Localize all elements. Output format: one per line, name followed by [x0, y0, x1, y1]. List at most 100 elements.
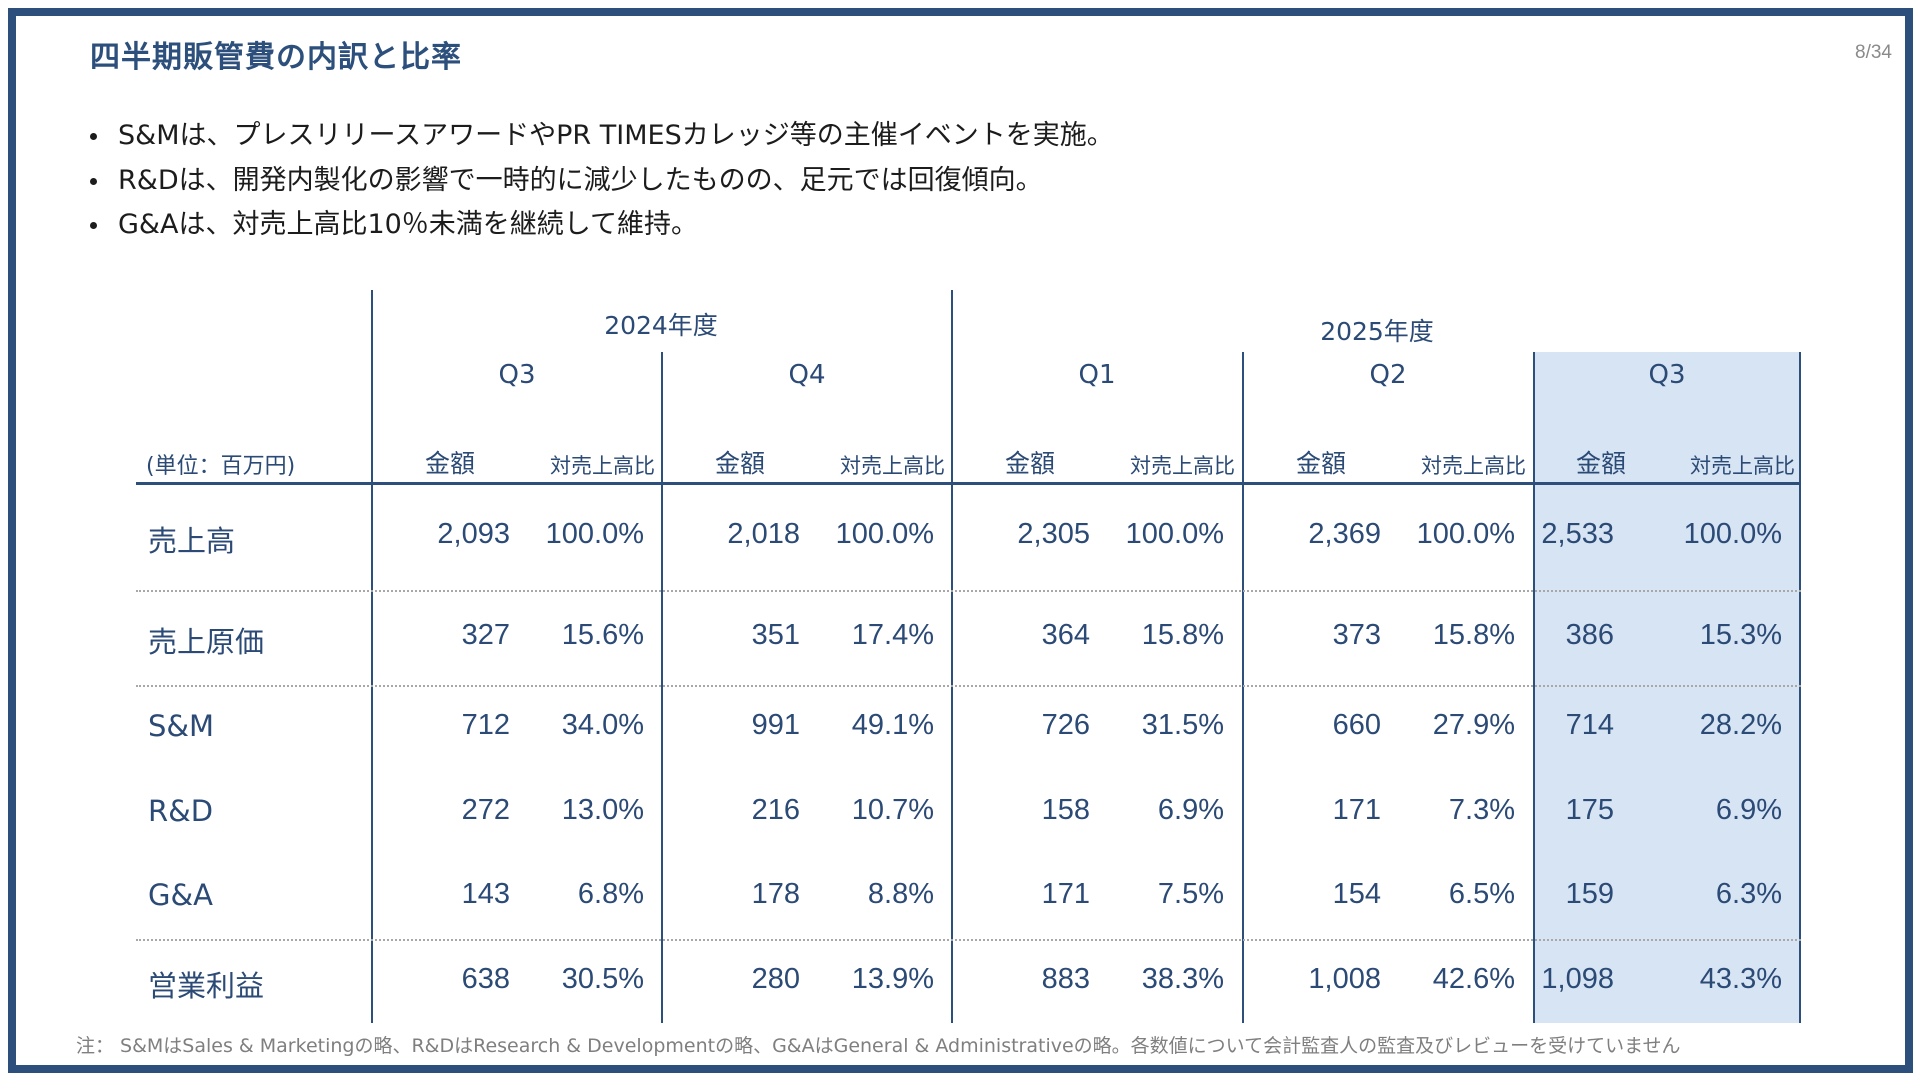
- header-rule: [136, 482, 1801, 485]
- cell-amount: 158: [1041, 794, 1090, 826]
- cell-amount: 991: [751, 709, 800, 741]
- cell-ratio: 42.6%: [1432, 963, 1515, 995]
- quarter-header: Q3: [498, 360, 536, 390]
- quarter-header: Q3: [1648, 360, 1686, 390]
- cell-ratio: 100.0%: [1683, 518, 1782, 550]
- row-divider: [136, 590, 1801, 592]
- subheader-ratio: 対売上高比: [1421, 454, 1526, 478]
- cell-ratio: 6.5%: [1448, 878, 1515, 910]
- cell-amount: 364: [1041, 619, 1090, 651]
- cell-ratio: 38.3%: [1141, 963, 1224, 995]
- cell-amount: 178: [751, 878, 800, 910]
- row-label-revenue: 売上高: [148, 524, 236, 558]
- bullet-icon: [90, 222, 97, 229]
- bullet-text: G&Aは、対売上高比10％未満を継続して維持。: [118, 209, 698, 240]
- cell-ratio: 15.3%: [1699, 619, 1782, 651]
- summary-bullets: S&Mは、プレスリリースアワードやPR TIMESカレッジ等の主催イベントを実施…: [88, 114, 1114, 248]
- row-label-cogs: 売上原価: [148, 625, 265, 659]
- cell-ratio: 100.0%: [1125, 518, 1224, 550]
- bullet-item: R&Dは、開発内製化の影響で一時的に減少したものの、足元では回復傾向。: [88, 159, 1114, 204]
- cell-amount: 1,008: [1308, 963, 1381, 995]
- cell-amount: 2,093: [437, 518, 510, 550]
- cell-amount: 171: [1332, 794, 1381, 826]
- quarter-header: Q4: [788, 360, 826, 390]
- row-label-operating-income: 営業利益: [148, 969, 265, 1003]
- cell-amount: 272: [461, 794, 510, 826]
- cell-ratio: 30.5%: [561, 963, 644, 995]
- col-divider: [1799, 352, 1801, 1023]
- subheader-ratio: 対売上高比: [1130, 454, 1235, 478]
- cell-amount: 2,533: [1541, 518, 1614, 550]
- cell-ratio: 17.4%: [851, 619, 934, 651]
- bullet-item: G&Aは、対売上高比10％未満を継続して維持。: [88, 203, 1114, 248]
- cell-amount: 373: [1332, 619, 1381, 651]
- cell-amount: 714: [1565, 709, 1614, 741]
- cell-ratio: 13.0%: [561, 794, 644, 826]
- subheader-amount: 金額: [1295, 449, 1346, 478]
- bullet-text: R&Dは、開発内製化の影響で一時的に減少したものの、足元では回復傾向。: [118, 164, 1043, 196]
- cell-ratio: 13.9%: [851, 963, 934, 995]
- cell-ratio: 6.3%: [1715, 878, 1782, 910]
- cell-ratio: 7.5%: [1157, 878, 1224, 910]
- slide-title: 四半期販管費の内訳と比率: [90, 40, 462, 75]
- subheader-amount: 金額: [424, 449, 475, 478]
- unit-label: (単位：百万円): [146, 454, 296, 479]
- cell-amount: 726: [1041, 709, 1090, 741]
- subheader-ratio: 対売上高比: [1690, 454, 1795, 478]
- cell-amount: 327: [461, 619, 510, 651]
- cell-amount: 638: [461, 963, 510, 995]
- cell-amount: 159: [1565, 878, 1614, 910]
- cell-ratio: 31.5%: [1141, 709, 1224, 741]
- cell-ratio: 7.3%: [1448, 794, 1515, 826]
- subheader-amount: 金額: [1575, 449, 1626, 478]
- cell-ratio: 49.1%: [851, 709, 934, 741]
- cell-amount: 660: [1332, 709, 1381, 741]
- cell-ratio: 100.0%: [545, 518, 644, 550]
- col-divider: [371, 290, 373, 1023]
- footnote: 注： S&MはSales & Marketingの略、R&DはResearch …: [76, 1035, 1681, 1057]
- bullet-icon: [90, 133, 97, 140]
- col-divider: [951, 290, 953, 1023]
- cell-amount: 280: [751, 963, 800, 995]
- cell-ratio: 100.0%: [835, 518, 934, 550]
- subheader-ratio: 対売上高比: [840, 454, 945, 478]
- quarter-header: Q2: [1369, 360, 1407, 390]
- year-header-2024: 2024年度: [604, 311, 718, 340]
- page-number: 8/34: [1855, 42, 1892, 63]
- bullet-item: S&Mは、プレスリリースアワードやPR TIMESカレッジ等の主催イベントを実施…: [88, 114, 1114, 159]
- subheader-ratio: 対売上高比: [550, 454, 655, 478]
- cell-ratio: 6.9%: [1715, 794, 1782, 826]
- cell-amount: 143: [461, 878, 510, 910]
- row-label-ga: G&A: [148, 878, 213, 912]
- col-divider: [1533, 352, 1535, 1023]
- cell-amount: 2,018: [727, 518, 800, 550]
- cell-ratio: 6.9%: [1157, 794, 1224, 826]
- row-label-rd: R&D: [148, 794, 214, 828]
- cell-amount: 216: [751, 794, 800, 826]
- cell-amount: 154: [1332, 878, 1381, 910]
- cell-amount: 883: [1041, 963, 1090, 995]
- cell-ratio: 15.8%: [1432, 619, 1515, 651]
- col-divider: [1242, 352, 1244, 1023]
- cell-ratio: 15.8%: [1141, 619, 1224, 651]
- cell-ratio: 34.0%: [561, 709, 644, 741]
- cell-ratio: 10.7%: [851, 794, 934, 826]
- cell-amount: 2,369: [1308, 518, 1381, 550]
- current-quarter-highlight: [1534, 352, 1800, 1023]
- col-divider: [661, 352, 663, 1023]
- bullet-text: S&Mは、プレスリリースアワードやPR TIMESカレッジ等の主催イベントを実施…: [118, 120, 1114, 151]
- cell-ratio: 28.2%: [1699, 709, 1782, 741]
- cell-amount: 171: [1041, 878, 1090, 910]
- row-label-sm: S&M: [148, 709, 215, 743]
- cell-amount: 351: [751, 619, 800, 651]
- row-divider: [136, 939, 1801, 941]
- cell-amount: 175: [1565, 794, 1614, 826]
- cell-amount: 2,305: [1017, 518, 1090, 550]
- year-header-2025: 2025年度: [1320, 317, 1434, 346]
- cell-amount: 386: [1565, 619, 1614, 651]
- cell-amount: 1,098: [1541, 963, 1614, 995]
- cell-ratio: 15.6%: [561, 619, 644, 651]
- row-divider: [136, 685, 1801, 687]
- subheader-amount: 金額: [714, 449, 765, 478]
